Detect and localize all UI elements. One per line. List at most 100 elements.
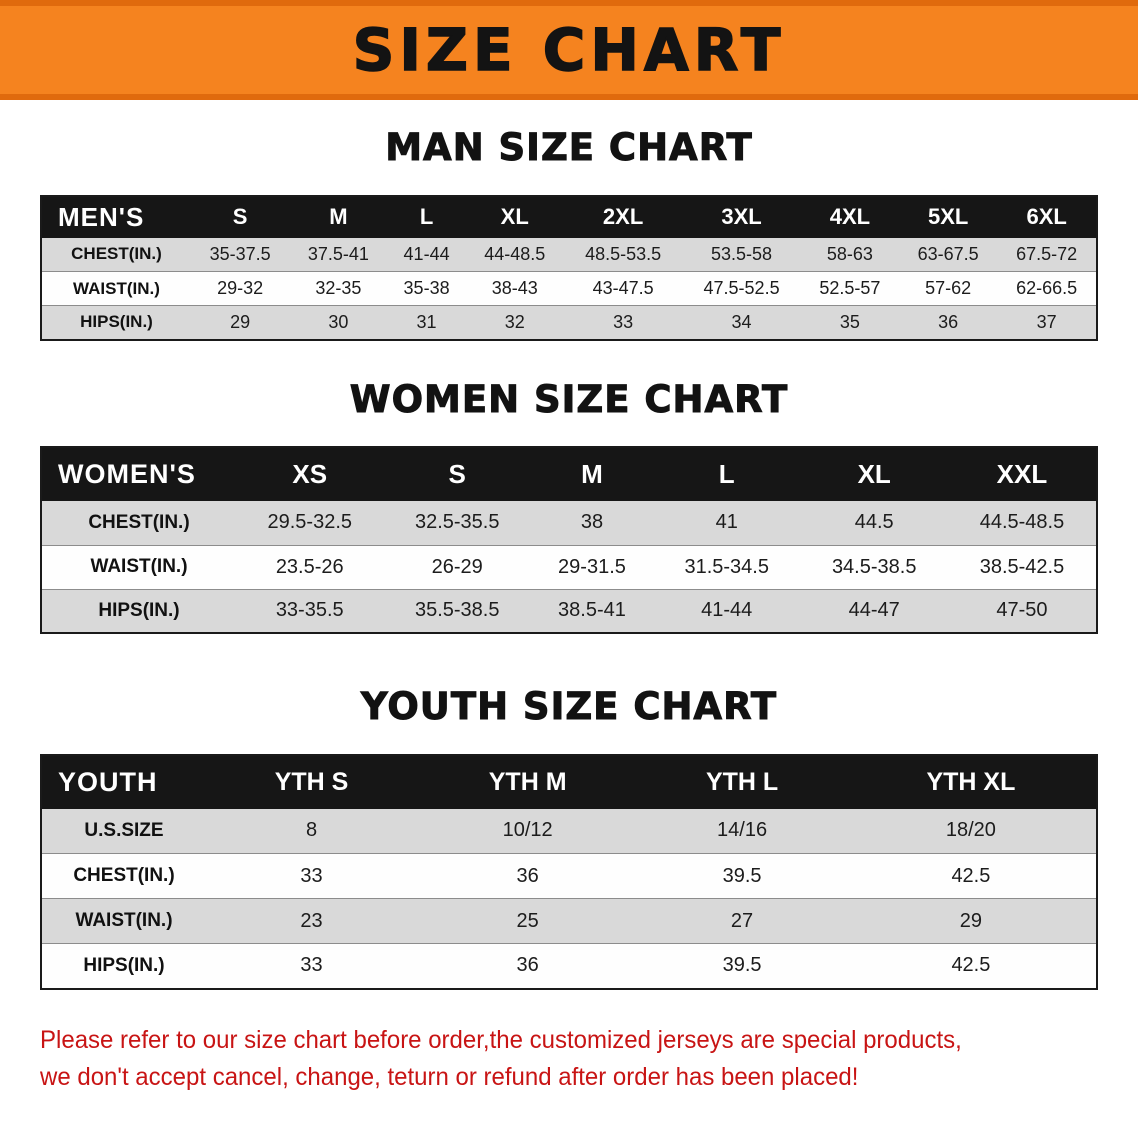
table-cell: 48.5-53.5 [563, 237, 683, 272]
men-size-table: MEN'S S M L XL 2XL 3XL 4XL 5XL 6XL CHEST(IN.) 35-37… [40, 194, 1098, 341]
row-label: CHEST(IN.) [41, 853, 206, 899]
table-cell: 33 [206, 943, 418, 989]
table-cell: 44.5 [800, 501, 948, 546]
table-cell: 10/12 [417, 808, 639, 854]
row-label: HIPS(IN.) [41, 588, 236, 634]
table-cell: 38-43 [465, 271, 564, 306]
disclaimer-line-1: Please refer to our size chart before or… [40, 1025, 962, 1054]
youth-header-row: YOUTH YTH S YTH M YTH L YTH XL [41, 754, 1097, 809]
table-cell: 35.5-38.5 [383, 588, 531, 634]
size-chart-sections: MAN SIZE CHART MEN'S S M L XL 2XL 3XL 4XL 5XL 6XL C… [0, 126, 1138, 990]
youth-column-header: YTH M [417, 754, 639, 809]
table-cell: 29 [845, 898, 1097, 944]
table-cell: 8 [206, 808, 418, 854]
section-men: MAN SIZE CHART MEN'S S M L XL 2XL 3XL 4XL 5XL 6XL C… [0, 126, 1138, 341]
table-cell: 33 [563, 305, 683, 340]
women-size-chart-heading: WOMEN SIZE CHART [349, 377, 789, 421]
table-cell: 43-47.5 [563, 271, 683, 306]
table-cell: 35-37.5 [191, 237, 290, 272]
table-cell: 41-44 [387, 237, 466, 272]
table-cell: 63-67.5 [899, 237, 998, 272]
row-label: HIPS(IN.) [41, 943, 206, 989]
table-cell: 37 [997, 305, 1097, 340]
disclaimer: Please refer to our size chart before or… [40, 1022, 1098, 1096]
table-cell: 38 [530, 501, 653, 546]
table-cell: 29 [191, 305, 290, 340]
table-cell: 44-47 [800, 588, 948, 634]
men-column-header: 6XL [997, 195, 1097, 238]
row-label: CHEST(IN.) [41, 237, 191, 272]
row-label: WAIST(IN.) [41, 544, 236, 590]
table-cell: 31.5-34.5 [652, 544, 801, 590]
table-row: WAIST(IN.) 29-32 32-35 35-38 38-43 43-47.5 47.… [41, 271, 1097, 306]
table-cell: 23.5-26 [236, 544, 384, 590]
men-table-title: MEN'S [41, 195, 191, 238]
table-cell: 52.5-57 [800, 271, 900, 306]
table-cell: 42.5 [845, 853, 1097, 899]
table-cell: 32 [465, 305, 564, 340]
table-cell: 29.5-32.5 [236, 501, 384, 546]
table-cell: 44.5-48.5 [947, 501, 1097, 546]
banner-title: SIZE CHART [352, 16, 786, 84]
table-row: U.S.SIZE 8 10/12 14/16 18/20 [41, 808, 1097, 854]
men-column-header: 4XL [800, 195, 900, 238]
women-size-table: WOMEN'S XS S M L XL XXL CHEST(IN.) 29.5-32.5 32.5… [40, 446, 1098, 635]
youth-column-header: YTH L [638, 754, 846, 809]
table-cell: 29-32 [191, 271, 290, 306]
women-column-header: XL [800, 447, 948, 502]
table-cell: 34 [682, 305, 801, 340]
women-header-row: WOMEN'S XS S M L XL XXL [41, 447, 1097, 502]
table-cell: 39.5 [638, 853, 846, 899]
table-row: CHEST(IN.) 29.5-32.5 32.5-35.5 38 41 44.5 44.5… [41, 501, 1097, 546]
women-column-header: XS [236, 447, 384, 502]
table-cell: 41 [652, 501, 801, 546]
youth-size-table: YOUTH YTH S YTH M YTH L YTH XL U.S.SIZE 8 10/12… [40, 753, 1098, 990]
table-row: HIPS(IN.) 29 30 31 32 33 34 35 36 37 [41, 305, 1097, 340]
women-column-header: S [383, 447, 531, 502]
women-column-header: M [530, 447, 653, 502]
men-column-header: 3XL [682, 195, 801, 238]
table-cell: 37.5-41 [289, 237, 388, 272]
table-row: HIPS(IN.) 33 36 39.5 42.5 [41, 943, 1097, 989]
men-column-header: 2XL [563, 195, 683, 238]
youth-size-chart-heading: YOUTH SIZE CHART [360, 685, 778, 729]
table-cell: 30 [289, 305, 388, 340]
table-row: HIPS(IN.) 33-35.5 35.5-38.5 38.5-41 41-44 44-… [41, 588, 1097, 634]
table-cell: 47-50 [947, 588, 1097, 634]
table-cell: 14/16 [638, 808, 846, 854]
men-column-header: S [191, 195, 290, 238]
table-cell: 23 [206, 898, 418, 944]
table-cell: 44-48.5 [465, 237, 564, 272]
table-cell: 62-66.5 [997, 271, 1097, 306]
section-youth: YOUTH SIZE CHART YOUTH YTH S YTH M YTH L YTH … [0, 685, 1138, 990]
men-column-header: M [289, 195, 388, 238]
row-label: WAIST(IN.) [41, 898, 206, 944]
table-cell: 33-35.5 [236, 588, 384, 634]
table-cell: 42.5 [845, 943, 1097, 989]
table-cell: 36 [899, 305, 998, 340]
disclaimer-line-2: we don't accept cancel, change, teturn o… [40, 1062, 859, 1091]
table-cell: 57-62 [899, 271, 998, 306]
table-row: CHEST(IN.) 33 36 39.5 42.5 [41, 853, 1097, 899]
table-cell: 38.5-42.5 [947, 544, 1097, 590]
men-column-header: L [387, 195, 466, 238]
youth-column-header: YTH XL [845, 754, 1097, 809]
women-table-title: WOMEN'S [41, 447, 236, 502]
table-cell: 18/20 [845, 808, 1097, 854]
table-cell: 41-44 [652, 588, 801, 634]
table-cell: 25 [417, 898, 639, 944]
row-label: CHEST(IN.) [41, 501, 236, 546]
table-cell: 29-31.5 [530, 544, 653, 590]
table-cell: 67.5-72 [997, 237, 1097, 272]
table-row: WAIST(IN.) 23 25 27 29 [41, 898, 1097, 944]
row-label: U.S.SIZE [41, 808, 206, 854]
section-women: WOMEN SIZE CHART WOMEN'S XS S M L XL XXL CHEST(I… [0, 377, 1138, 635]
table-row: CHEST(IN.) 35-37.5 37.5-41 41-44 44-48.5 48.5… [41, 237, 1097, 272]
table-cell: 58-63 [800, 237, 900, 272]
men-column-header: 5XL [899, 195, 998, 238]
youth-column-header: YTH S [206, 754, 418, 809]
table-cell: 36 [417, 943, 639, 989]
women-column-header: L [652, 447, 801, 502]
table-cell: 35 [800, 305, 900, 340]
table-cell: 34.5-38.5 [800, 544, 948, 590]
